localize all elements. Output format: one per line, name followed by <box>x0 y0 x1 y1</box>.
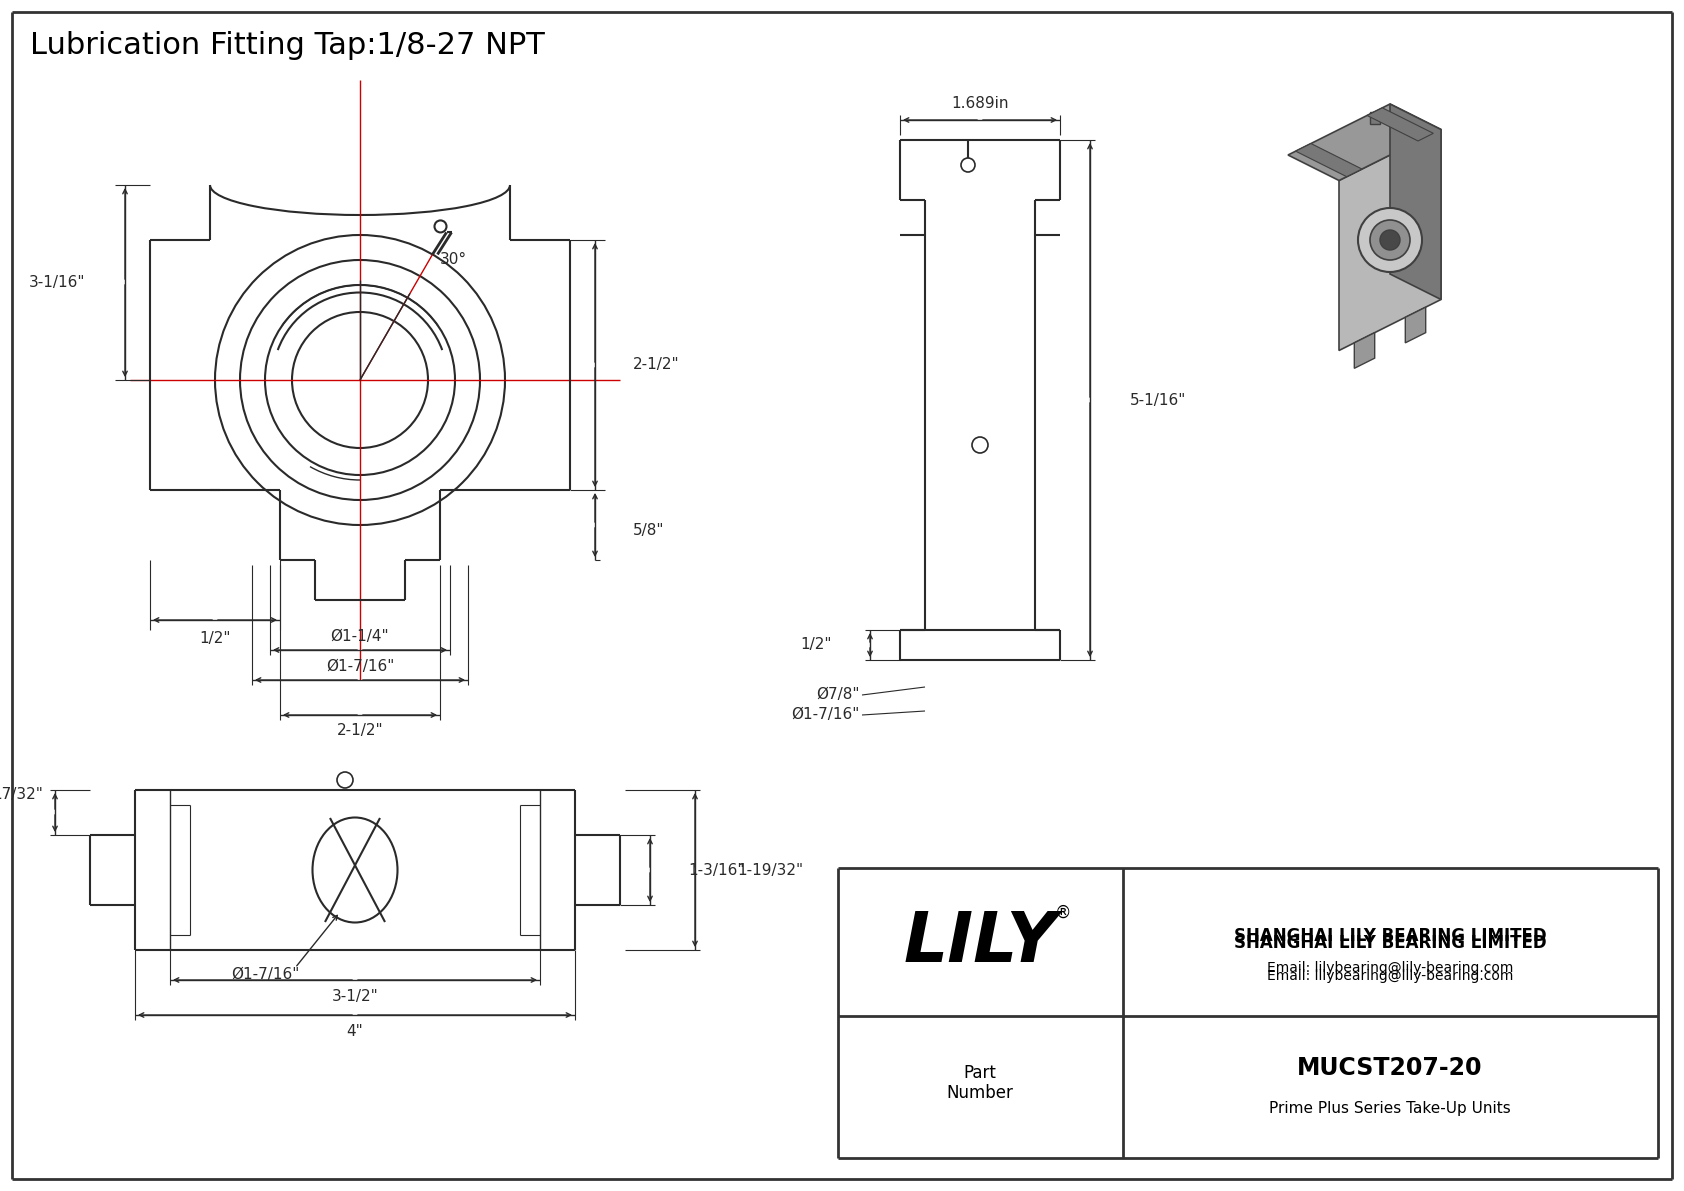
Text: Part
Number: Part Number <box>946 1064 1014 1103</box>
Text: 1/2": 1/2" <box>800 637 832 653</box>
Text: 1/2": 1/2" <box>199 630 231 646</box>
Circle shape <box>1371 220 1410 260</box>
Text: 1-3/16": 1-3/16" <box>689 862 744 878</box>
Text: SHANGHAI LILY BEARING LIMITED: SHANGHAI LILY BEARING LIMITED <box>1234 934 1546 952</box>
Text: 30°: 30° <box>440 252 466 268</box>
Text: 2-1/2": 2-1/2" <box>633 357 680 373</box>
Text: Email: lilybearing@lily-bearing.com: Email: lilybearing@lily-bearing.com <box>1266 961 1514 975</box>
Circle shape <box>1379 230 1399 250</box>
Text: SHANGHAI LILY BEARING LIMITED: SHANGHAI LILY BEARING LIMITED <box>1234 927 1546 944</box>
Text: Email: lilybearing@lily-bearing.com: Email: lilybearing@lily-bearing.com <box>1266 969 1514 983</box>
Polygon shape <box>1389 104 1442 299</box>
Text: Ø1-7/16": Ø1-7/16" <box>231 967 300 983</box>
Circle shape <box>1357 208 1421 272</box>
Text: Lubrication Fitting Tap:1/8-27 NPT: Lubrication Fitting Tap:1/8-27 NPT <box>30 31 544 60</box>
Polygon shape <box>1295 144 1362 176</box>
Text: Ø1-7/16": Ø1-7/16" <box>791 707 861 723</box>
Text: MUCST207-20: MUCST207-20 <box>1297 1056 1482 1080</box>
Polygon shape <box>1339 130 1442 350</box>
Polygon shape <box>1406 307 1426 343</box>
Text: 5-1/16": 5-1/16" <box>1130 393 1186 407</box>
Polygon shape <box>1354 332 1374 368</box>
Text: 4": 4" <box>347 1023 364 1039</box>
Text: ®: ® <box>1054 904 1071 922</box>
Text: 2-1/2": 2-1/2" <box>337 723 384 738</box>
Text: 1-19/32": 1-19/32" <box>738 862 803 878</box>
Text: Ø1-1/4": Ø1-1/4" <box>330 629 389 643</box>
Text: Prime Plus Series Take-Up Units: Prime Plus Series Take-Up Units <box>1270 1100 1511 1116</box>
Polygon shape <box>1288 104 1442 181</box>
Text: LILY: LILY <box>903 910 1058 977</box>
Text: 17/32": 17/32" <box>0 786 44 802</box>
Text: 5/8": 5/8" <box>633 523 665 537</box>
Text: Ø1-7/16": Ø1-7/16" <box>325 659 394 673</box>
Polygon shape <box>1367 108 1433 141</box>
Text: 1.689in: 1.689in <box>951 96 1009 112</box>
Text: 3-1/2": 3-1/2" <box>332 989 379 1004</box>
Text: 3-1/16": 3-1/16" <box>29 274 84 289</box>
Text: Ø7/8": Ø7/8" <box>817 687 861 703</box>
Bar <box>1369 112 1379 124</box>
